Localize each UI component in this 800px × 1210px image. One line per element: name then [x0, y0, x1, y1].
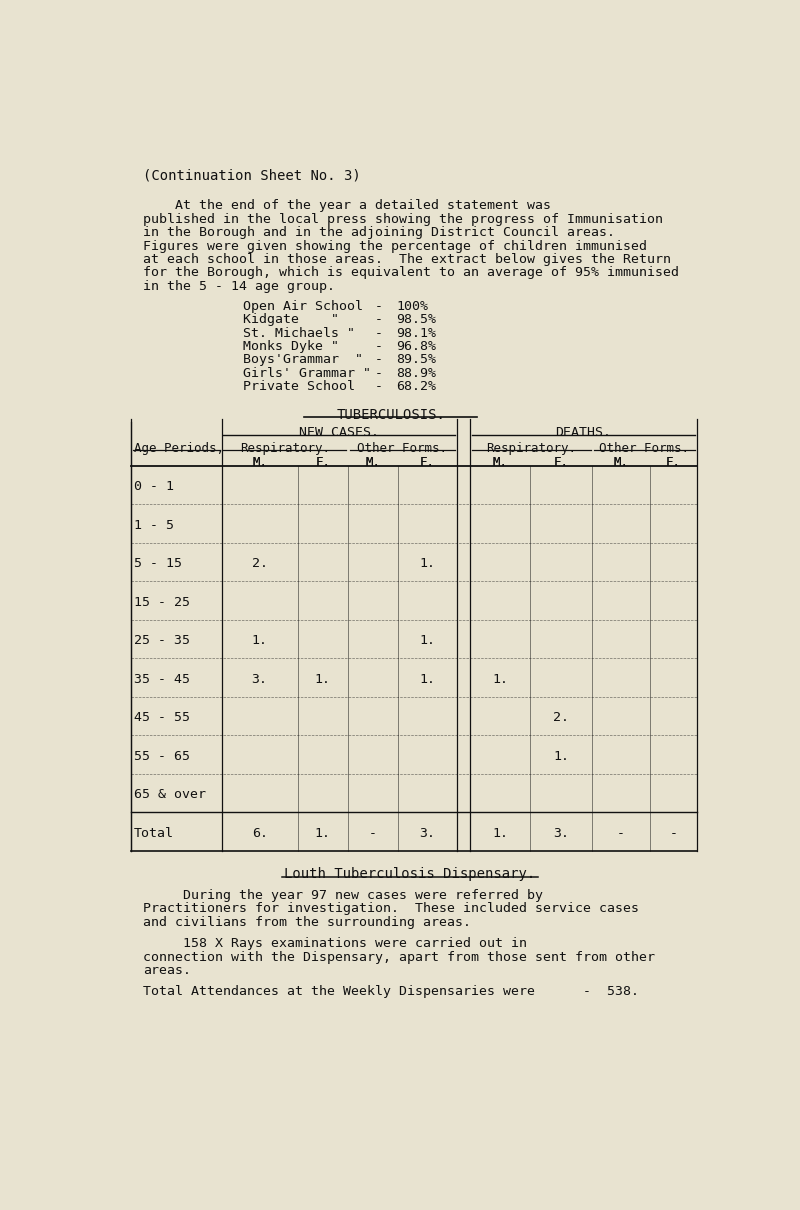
- Text: Respiratory.: Respiratory.: [240, 442, 330, 455]
- Text: 55 - 65: 55 - 65: [134, 750, 190, 762]
- Text: 1.: 1.: [553, 750, 569, 762]
- Text: -: -: [375, 313, 383, 325]
- Text: 88.9%: 88.9%: [396, 367, 436, 380]
- Text: -: -: [670, 826, 678, 840]
- Text: 3.: 3.: [252, 673, 268, 686]
- Text: Louth Tuberculosis Dispensary.: Louth Tuberculosis Dispensary.: [284, 868, 536, 881]
- Text: F.: F.: [315, 455, 330, 468]
- Text: 1 - 5: 1 - 5: [134, 519, 174, 531]
- Text: 1.: 1.: [419, 634, 435, 647]
- Text: 0 - 1: 0 - 1: [134, 480, 174, 494]
- Text: 45 - 55: 45 - 55: [134, 711, 190, 725]
- Text: M.: M.: [252, 455, 267, 468]
- Text: DEATHS.: DEATHS.: [555, 426, 612, 439]
- Text: 1.: 1.: [315, 673, 331, 686]
- Text: in the Borough and in the adjoining District Council areas.: in the Borough and in the adjoining Dist…: [142, 226, 614, 240]
- Text: 1.: 1.: [419, 673, 435, 686]
- Text: 65 & over: 65 & over: [134, 788, 206, 801]
- Text: 5 - 15: 5 - 15: [134, 557, 182, 570]
- Text: 1.: 1.: [419, 557, 435, 570]
- Text: M.: M.: [614, 455, 629, 468]
- Text: -: -: [369, 826, 377, 840]
- Text: 3.: 3.: [419, 826, 435, 840]
- Text: F.: F.: [420, 455, 435, 468]
- Text: Kidgate    ": Kidgate ": [243, 313, 379, 325]
- Text: for the Borough, which is equivalent to an average of 95% immunised: for the Borough, which is equivalent to …: [142, 266, 678, 280]
- Text: 15 - 25: 15 - 25: [134, 595, 190, 609]
- Text: M.: M.: [493, 455, 508, 468]
- Text: 1.: 1.: [315, 826, 331, 840]
- Text: -: -: [375, 353, 383, 367]
- Text: 3.: 3.: [553, 826, 569, 840]
- Text: 25 - 35: 25 - 35: [134, 634, 190, 647]
- Text: Total Attendances at the Weekly Dispensaries were      -  538.: Total Attendances at the Weekly Dispensa…: [142, 985, 638, 998]
- Text: published in the local press showing the progress of Immunisation: published in the local press showing the…: [142, 213, 662, 225]
- Text: connection with the Dispensary, apart from those sent from other: connection with the Dispensary, apart fr…: [142, 951, 654, 963]
- Text: 1.: 1.: [492, 826, 508, 840]
- Text: 96.8%: 96.8%: [396, 340, 436, 353]
- Text: 2.: 2.: [252, 557, 268, 570]
- Text: Practitioners for investigation.  These included service cases: Practitioners for investigation. These i…: [142, 903, 638, 916]
- Text: Girls' Grammar ": Girls' Grammar ": [243, 367, 379, 380]
- Text: 1.: 1.: [492, 673, 508, 686]
- Text: 98.5%: 98.5%: [396, 313, 436, 325]
- Text: F.: F.: [554, 455, 569, 468]
- Text: Age Periods,: Age Periods,: [134, 442, 224, 455]
- Text: and civilians from the surrounding areas.: and civilians from the surrounding areas…: [142, 916, 470, 929]
- Text: Boys'Grammar  ": Boys'Grammar ": [243, 353, 379, 367]
- Text: Other Forms.: Other Forms.: [599, 442, 690, 455]
- Text: At the end of the year a detailed statement was: At the end of the year a detailed statem…: [142, 200, 550, 212]
- Text: 68.2%: 68.2%: [396, 380, 436, 393]
- Text: 89.5%: 89.5%: [396, 353, 436, 367]
- Text: M.: M.: [366, 455, 381, 468]
- Text: St. Michaels ": St. Michaels ": [243, 327, 379, 340]
- Text: -: -: [375, 300, 383, 312]
- Text: 158 X Rays examinations were carried out in: 158 X Rays examinations were carried out…: [142, 937, 526, 950]
- Text: -: -: [375, 380, 383, 393]
- Text: F.: F.: [666, 455, 681, 468]
- Text: F.: F.: [420, 455, 435, 468]
- Text: Figures were given showing the percentage of children immunised: Figures were given showing the percentag…: [142, 240, 646, 253]
- Text: Monks Dyke ": Monks Dyke ": [243, 340, 379, 353]
- Text: Total: Total: [134, 826, 174, 840]
- Text: F.: F.: [666, 455, 681, 468]
- Text: -: -: [375, 367, 383, 380]
- Text: M.: M.: [614, 455, 629, 468]
- Text: F.: F.: [554, 455, 569, 468]
- Text: NEW CASES.: NEW CASES.: [299, 426, 379, 439]
- Text: -: -: [375, 327, 383, 340]
- Text: Other Forms.: Other Forms.: [358, 442, 447, 455]
- Text: M.: M.: [366, 455, 381, 468]
- Text: -: -: [617, 826, 625, 840]
- Text: 2.: 2.: [553, 711, 569, 725]
- Text: M.: M.: [493, 455, 508, 468]
- Text: (Continuation Sheet No. 3): (Continuation Sheet No. 3): [142, 168, 360, 183]
- Text: 1.: 1.: [252, 634, 268, 647]
- Text: M.: M.: [252, 455, 267, 468]
- Text: Private School: Private School: [243, 380, 379, 393]
- Text: Respiratory.: Respiratory.: [486, 442, 576, 455]
- Text: TUBERCULOSIS.: TUBERCULOSIS.: [336, 408, 445, 422]
- Text: 6.: 6.: [252, 826, 268, 840]
- Text: Open Air School: Open Air School: [243, 300, 379, 312]
- Text: in the 5 - 14 age group.: in the 5 - 14 age group.: [142, 280, 334, 293]
- Text: During the year 97 new cases were referred by: During the year 97 new cases were referr…: [142, 889, 542, 901]
- Text: F.: F.: [315, 455, 330, 468]
- Text: 35 - 45: 35 - 45: [134, 673, 190, 686]
- Text: -: -: [375, 340, 383, 353]
- Text: at each school in those areas.  The extract below gives the Return: at each school in those areas. The extra…: [142, 253, 670, 266]
- Text: areas.: areas.: [142, 964, 190, 978]
- Text: 100%: 100%: [396, 300, 428, 312]
- Text: 98.1%: 98.1%: [396, 327, 436, 340]
